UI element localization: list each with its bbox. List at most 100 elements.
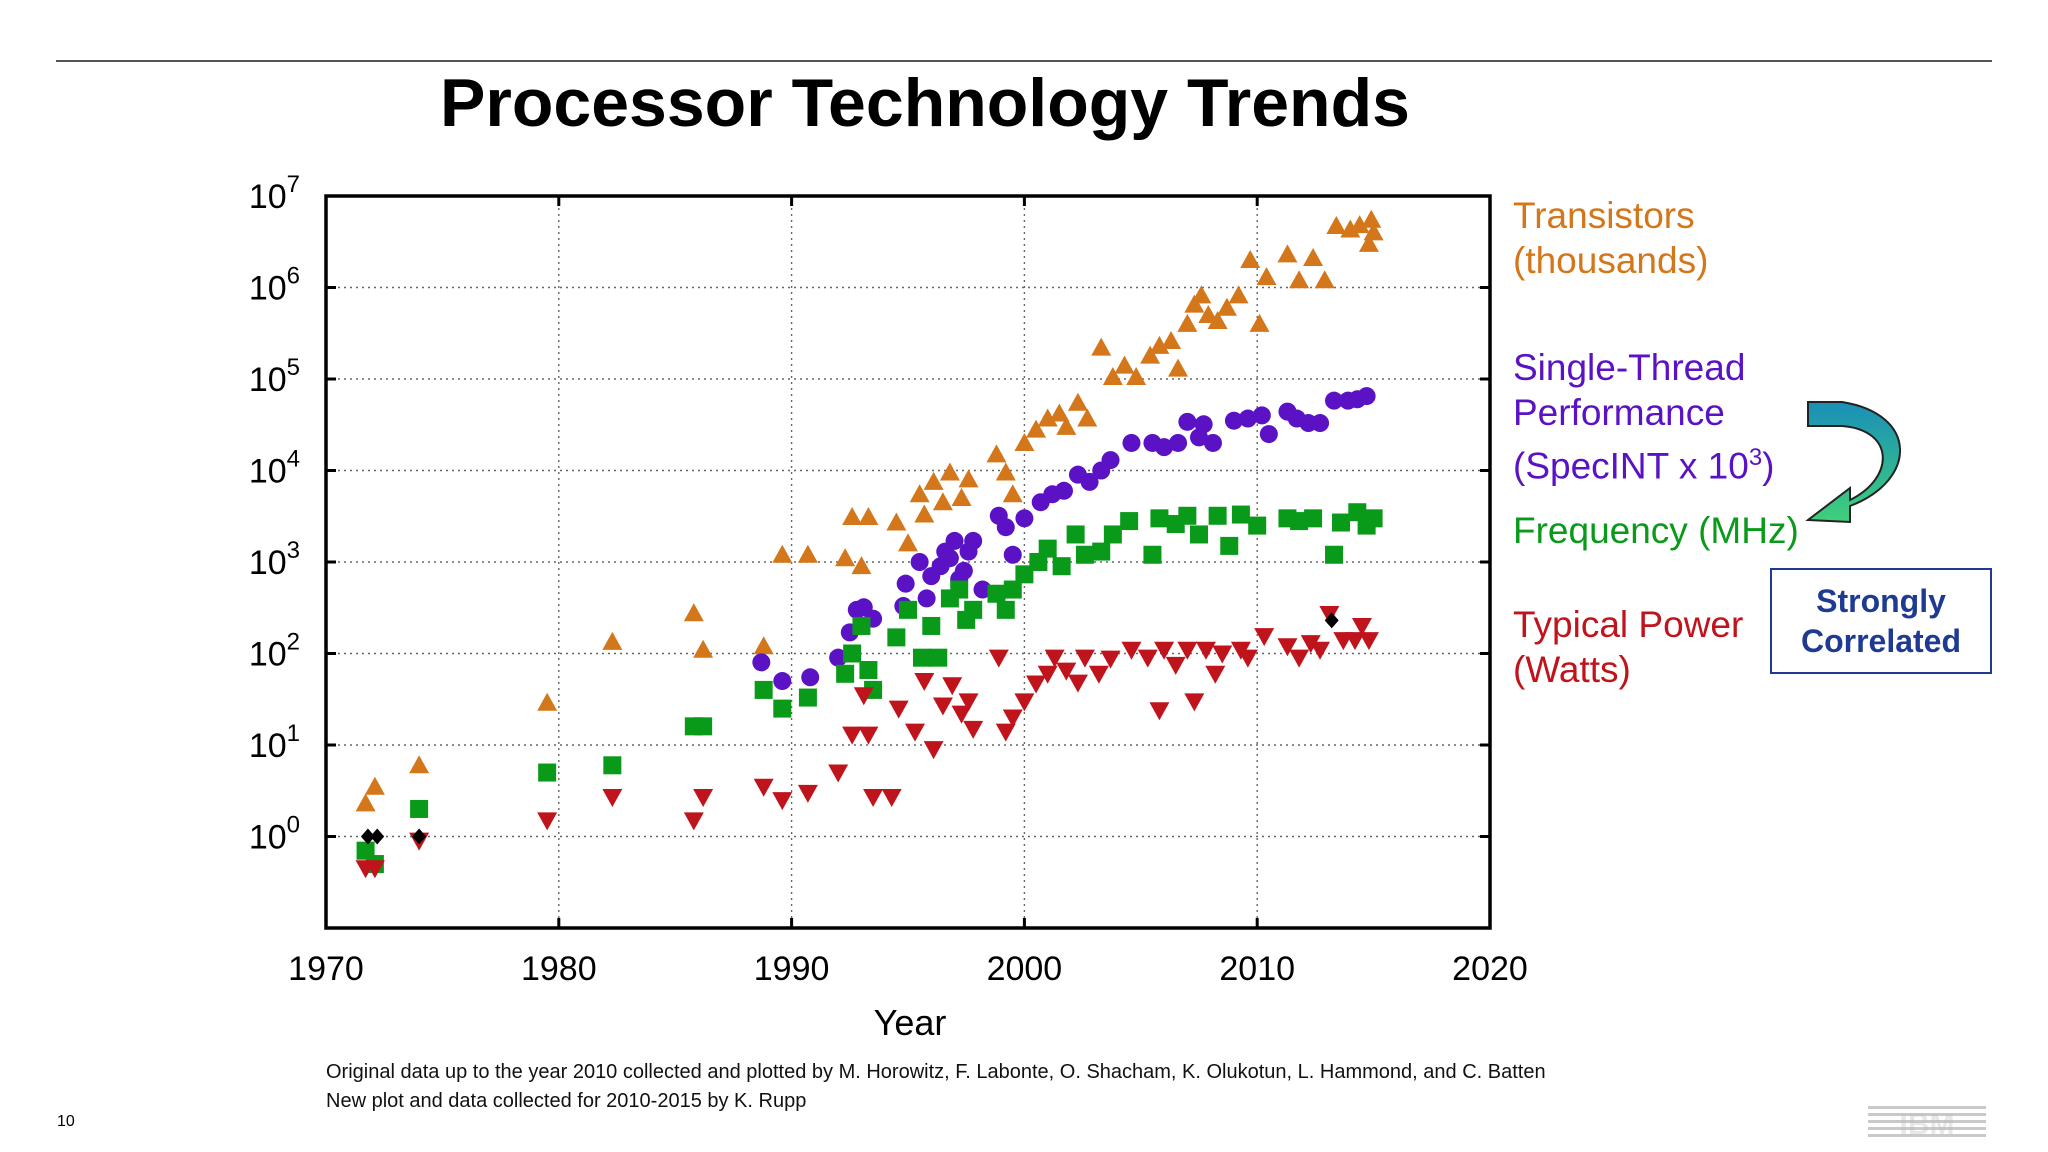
data-point-power <box>537 812 558 831</box>
data-point-power <box>995 723 1016 742</box>
data-point-frequency <box>1038 539 1057 558</box>
legend-transistors-line2: (thousands) <box>1513 240 1709 281</box>
data-point-transistors <box>1314 270 1335 289</box>
data-point-transistors <box>1049 403 1070 422</box>
x-tick-label: 2020 <box>1452 950 1528 988</box>
data-point-frequency <box>887 628 906 647</box>
data-point-power <box>963 720 984 739</box>
y-tick-label: 102 <box>249 629 300 674</box>
data-point-frequency <box>1304 509 1323 528</box>
data-point-power <box>1165 656 1186 675</box>
data-point-performance <box>1003 545 1022 564</box>
data-point-power <box>1002 709 1023 728</box>
credit-line-2: New plot and data collected for 2010-201… <box>326 1090 807 1112</box>
credit-line-1: Original data up to the year 2010 collec… <box>326 1061 1546 1083</box>
callout-line1: Strongly <box>1816 583 1946 619</box>
y-tick-base: 10 <box>249 270 287 308</box>
legend-performance-close: ) <box>1762 445 1775 487</box>
data-point-performance <box>954 561 973 580</box>
data-point-frequency <box>1208 506 1227 525</box>
data-point-power <box>842 726 863 745</box>
data-point-frequency <box>1290 512 1309 531</box>
data-point-power <box>1344 632 1365 651</box>
data-point-transistors <box>1277 244 1298 263</box>
data-point-frequency <box>603 756 622 775</box>
data-point-transistors <box>602 631 623 650</box>
legend-performance-line1: Single-Thread <box>1513 347 1746 388</box>
data-point-transistors <box>1358 233 1379 252</box>
x-tick-label: 1970 <box>288 950 364 988</box>
data-point-power <box>364 860 385 879</box>
data-point-power <box>1014 693 1035 712</box>
data-point-performance <box>1194 415 1213 434</box>
data-point-power <box>853 687 874 706</box>
data-point-performance <box>996 518 1015 537</box>
data-point-performance <box>829 648 848 667</box>
data-point-performance <box>1224 411 1243 430</box>
legend-performance: Single-Thread Performance (SpecINT x 103… <box>1513 345 1775 488</box>
data-point-transistors <box>537 692 558 711</box>
y-tick-exponent: 0 <box>287 812 300 839</box>
data-point-transistors <box>1056 416 1077 435</box>
y-tick-label: 100 <box>249 812 300 857</box>
data-point-power <box>904 723 925 742</box>
data-point-transistors <box>1249 313 1270 332</box>
legend-power-line1: Typical Power <box>1513 604 1744 645</box>
plot-frame <box>324 194 1492 930</box>
data-point-frequency <box>1066 525 1085 544</box>
data-point-performance <box>1155 438 1174 457</box>
data-point-transistors <box>951 488 972 507</box>
data-point-power <box>1149 702 1170 721</box>
data-point-frequency <box>1231 505 1250 524</box>
data-point-performance <box>1325 391 1344 410</box>
data-point-power <box>1277 638 1298 657</box>
data-point-transistors <box>958 469 979 488</box>
legend-transistors-line1: Transistors <box>1513 195 1695 236</box>
data-point-performance <box>1311 414 1330 433</box>
data-point-power <box>1044 649 1065 668</box>
y-tick-label: 104 <box>249 446 300 491</box>
data-point-frequency <box>538 763 557 782</box>
data-point-frequency <box>1075 545 1094 564</box>
x-tick-label: 1980 <box>521 950 597 988</box>
data-point-frequency <box>1150 509 1169 528</box>
data-point-transistors <box>1091 337 1112 356</box>
data-point-power <box>1237 649 1258 668</box>
data-point-power <box>1137 649 1158 668</box>
y-tick-exponent: 6 <box>287 263 300 290</box>
data-point-transistors <box>693 639 714 658</box>
data-point-power <box>1358 632 1379 651</box>
data-point-frequency <box>1143 545 1162 564</box>
data-point-transistors <box>986 444 1007 463</box>
header-rule <box>56 60 1992 62</box>
data-point-transistors <box>1228 285 1249 304</box>
page-number: 10 <box>57 1113 75 1130</box>
data-point-power <box>1310 641 1331 660</box>
data-point-transistors <box>995 462 1016 481</box>
data-point-transistors <box>1149 335 1170 354</box>
x-axis-label: Year <box>874 1002 947 1043</box>
data-point-transistors <box>932 492 953 511</box>
legend-power-line2: (Watts) <box>1513 649 1631 690</box>
chart-points <box>355 209 1384 879</box>
strongly-correlated-callout: Strongly Correlated <box>1770 568 1992 674</box>
data-point-frequency <box>1190 525 1208 544</box>
y-tick-label: 101 <box>249 720 300 765</box>
data-point-transistors <box>939 462 960 481</box>
data-point-transistors <box>1191 285 1212 304</box>
data-point-performance <box>1252 406 1271 425</box>
data-point-transistors <box>1240 249 1261 268</box>
data-point-power <box>1289 649 1310 668</box>
data-point-frequency <box>1003 580 1022 599</box>
data-point-transistors <box>409 755 430 774</box>
data-point-transistors <box>1349 215 1370 234</box>
data-point-power <box>1184 693 1205 712</box>
data-point-power <box>1195 641 1216 660</box>
data-point-performance <box>917 589 936 608</box>
y-tick-exponent: 5 <box>287 354 300 381</box>
data-point-performance <box>773 672 792 691</box>
legend-performance-exponent: 3 <box>1748 444 1763 471</box>
data-point-frequency <box>1248 516 1267 535</box>
data-point-power <box>958 693 979 712</box>
